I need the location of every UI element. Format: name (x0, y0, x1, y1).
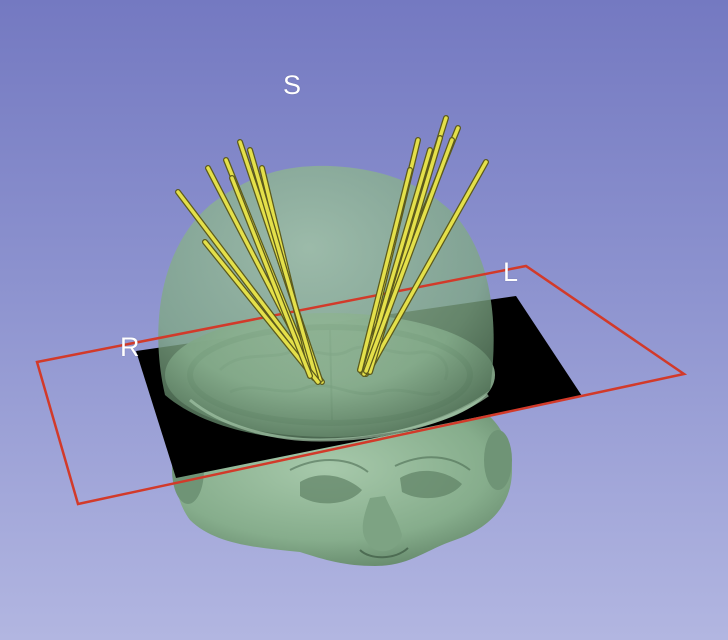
electrode-7[interactable] (203, 240, 320, 384)
head-upper-surface (158, 165, 494, 440)
electrode-14[interactable] (358, 168, 412, 372)
orientation-label-left: L (503, 257, 519, 287)
electrode-16[interactable] (364, 138, 454, 373)
electrode-13[interactable] (362, 148, 432, 376)
electrode-12[interactable] (366, 160, 488, 374)
orientation-label-right: R (120, 332, 140, 362)
slice-frame[interactable] (35, 264, 688, 506)
electrode-8[interactable] (230, 176, 312, 378)
orientation-label-superior: S (283, 70, 302, 100)
electrode-group[interactable] (175, 115, 489, 385)
electrode-6[interactable] (248, 148, 318, 380)
